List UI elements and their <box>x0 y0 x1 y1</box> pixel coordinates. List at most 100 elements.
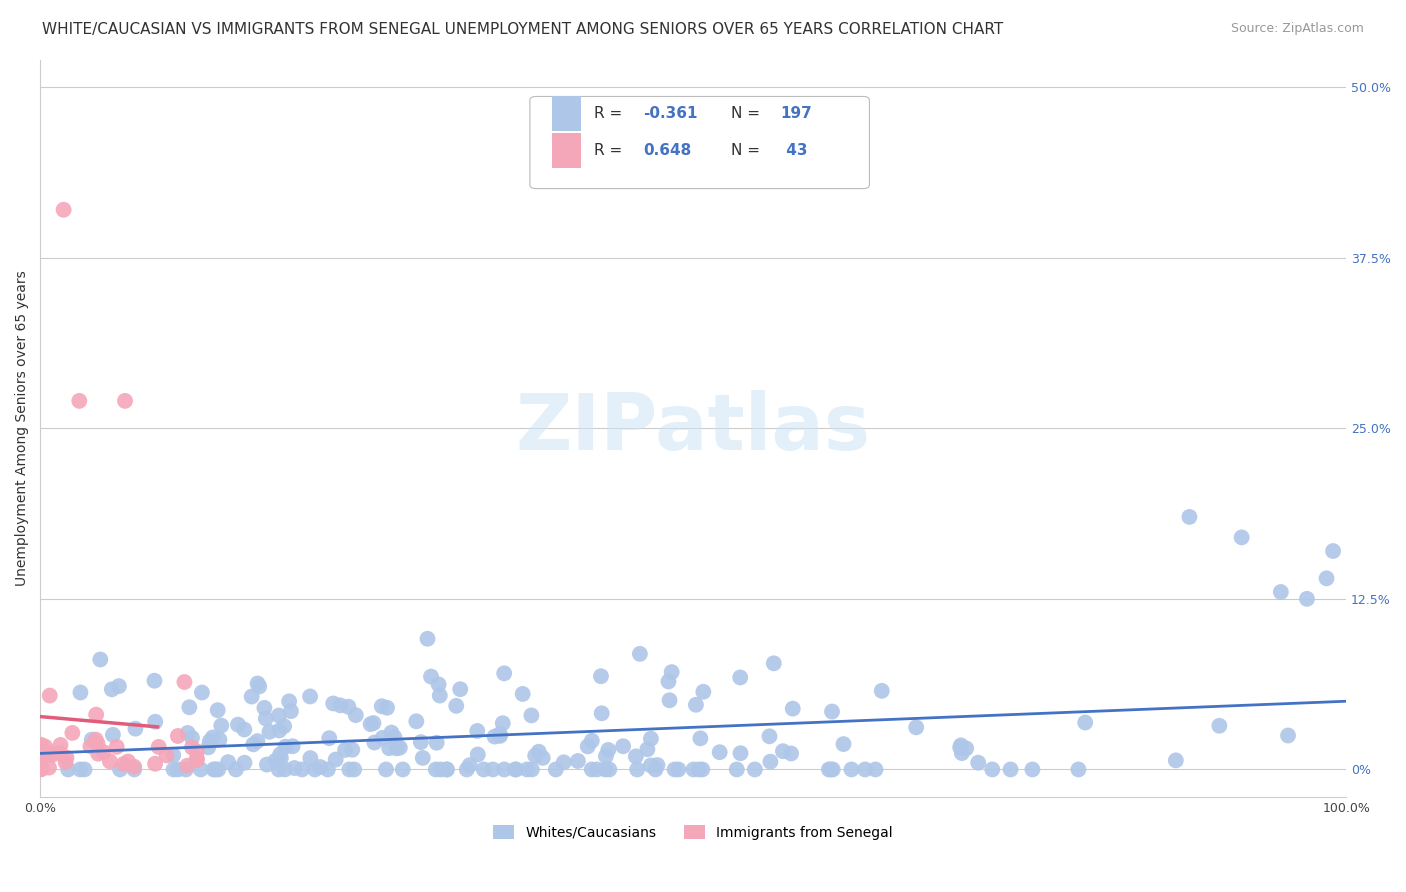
Point <box>269 747 291 762</box>
Point <box>105 739 128 754</box>
Point <box>416 632 439 646</box>
Text: R =: R = <box>593 143 627 158</box>
Point <box>391 763 413 777</box>
Point <box>162 763 184 777</box>
Point <box>489 727 512 741</box>
Point <box>84 732 107 747</box>
Point <box>322 697 344 711</box>
Point <box>30 753 52 767</box>
Point <box>34 739 56 754</box>
Text: R =: R = <box>593 106 627 121</box>
Point <box>581 763 603 777</box>
Y-axis label: Unemployment Among Seniors over 65 years: Unemployment Among Seniors over 65 years <box>15 270 30 586</box>
Point <box>108 763 131 777</box>
Point <box>49 746 72 760</box>
Point <box>30 738 52 752</box>
Point <box>343 763 366 777</box>
Point <box>89 652 111 666</box>
Point <box>30 761 52 775</box>
Point <box>375 763 398 777</box>
Point <box>256 757 278 772</box>
Point <box>685 698 707 712</box>
Point <box>177 726 200 740</box>
Point <box>759 755 782 769</box>
Point <box>688 763 710 777</box>
Point <box>1208 719 1230 733</box>
Point <box>955 741 977 756</box>
Point <box>38 761 60 775</box>
Point <box>363 716 385 731</box>
Point <box>329 698 352 713</box>
Point <box>425 763 447 777</box>
Point <box>191 685 214 699</box>
Point <box>949 739 972 753</box>
Point <box>520 708 543 723</box>
Point <box>458 758 481 772</box>
Point <box>484 730 506 744</box>
Point <box>60 726 83 740</box>
Point <box>640 758 662 772</box>
Text: N =: N = <box>731 143 765 158</box>
Point <box>30 756 52 770</box>
Point <box>186 753 208 767</box>
Point <box>360 717 382 731</box>
Point <box>744 763 766 777</box>
Point <box>371 731 394 745</box>
Point <box>67 393 90 408</box>
Point <box>512 687 534 701</box>
Point <box>626 763 648 777</box>
Point <box>254 712 277 726</box>
Point <box>148 739 170 754</box>
Point <box>267 708 290 723</box>
Point <box>420 669 443 683</box>
Point <box>363 735 385 749</box>
Point <box>114 393 136 408</box>
Text: 43: 43 <box>780 143 807 158</box>
Point <box>274 763 297 777</box>
Text: -0.361: -0.361 <box>644 106 697 121</box>
Point <box>181 731 204 745</box>
Point <box>197 740 219 755</box>
Point <box>503 763 526 777</box>
Point <box>489 729 512 743</box>
Point <box>640 731 662 746</box>
Point <box>516 763 538 777</box>
Point <box>1021 763 1043 777</box>
Point <box>39 746 62 760</box>
Point <box>342 743 364 757</box>
Point <box>273 719 295 733</box>
Point <box>427 677 450 691</box>
Point <box>309 760 332 774</box>
Point <box>730 746 752 760</box>
Point <box>820 763 842 777</box>
Point <box>853 763 876 777</box>
Point <box>758 729 780 743</box>
Point <box>269 723 291 738</box>
Point <box>344 708 367 723</box>
Text: WHITE/CAUCASIAN VS IMMIGRANTS FROM SENEGAL UNEMPLOYMENT AMONG SENIORS OVER 65 YE: WHITE/CAUCASIAN VS IMMIGRANTS FROM SENEG… <box>42 22 1004 37</box>
Point <box>181 740 204 755</box>
Point <box>544 763 567 777</box>
Point <box>30 748 52 763</box>
Point <box>388 740 411 755</box>
Point <box>56 763 79 777</box>
Point <box>1315 571 1337 585</box>
Point <box>465 723 488 738</box>
Point <box>405 714 427 729</box>
Point <box>728 670 751 684</box>
Point <box>371 699 394 714</box>
Point <box>444 698 467 713</box>
Point <box>1322 544 1344 558</box>
Point <box>281 739 304 754</box>
Point <box>467 747 489 762</box>
Point <box>247 680 270 694</box>
Point <box>98 755 121 769</box>
Point <box>581 733 603 747</box>
Point <box>644 763 666 777</box>
Point <box>259 724 281 739</box>
Point <box>520 763 543 777</box>
Point <box>190 763 212 777</box>
Point <box>385 739 408 753</box>
Point <box>409 735 432 749</box>
Point <box>278 694 301 708</box>
